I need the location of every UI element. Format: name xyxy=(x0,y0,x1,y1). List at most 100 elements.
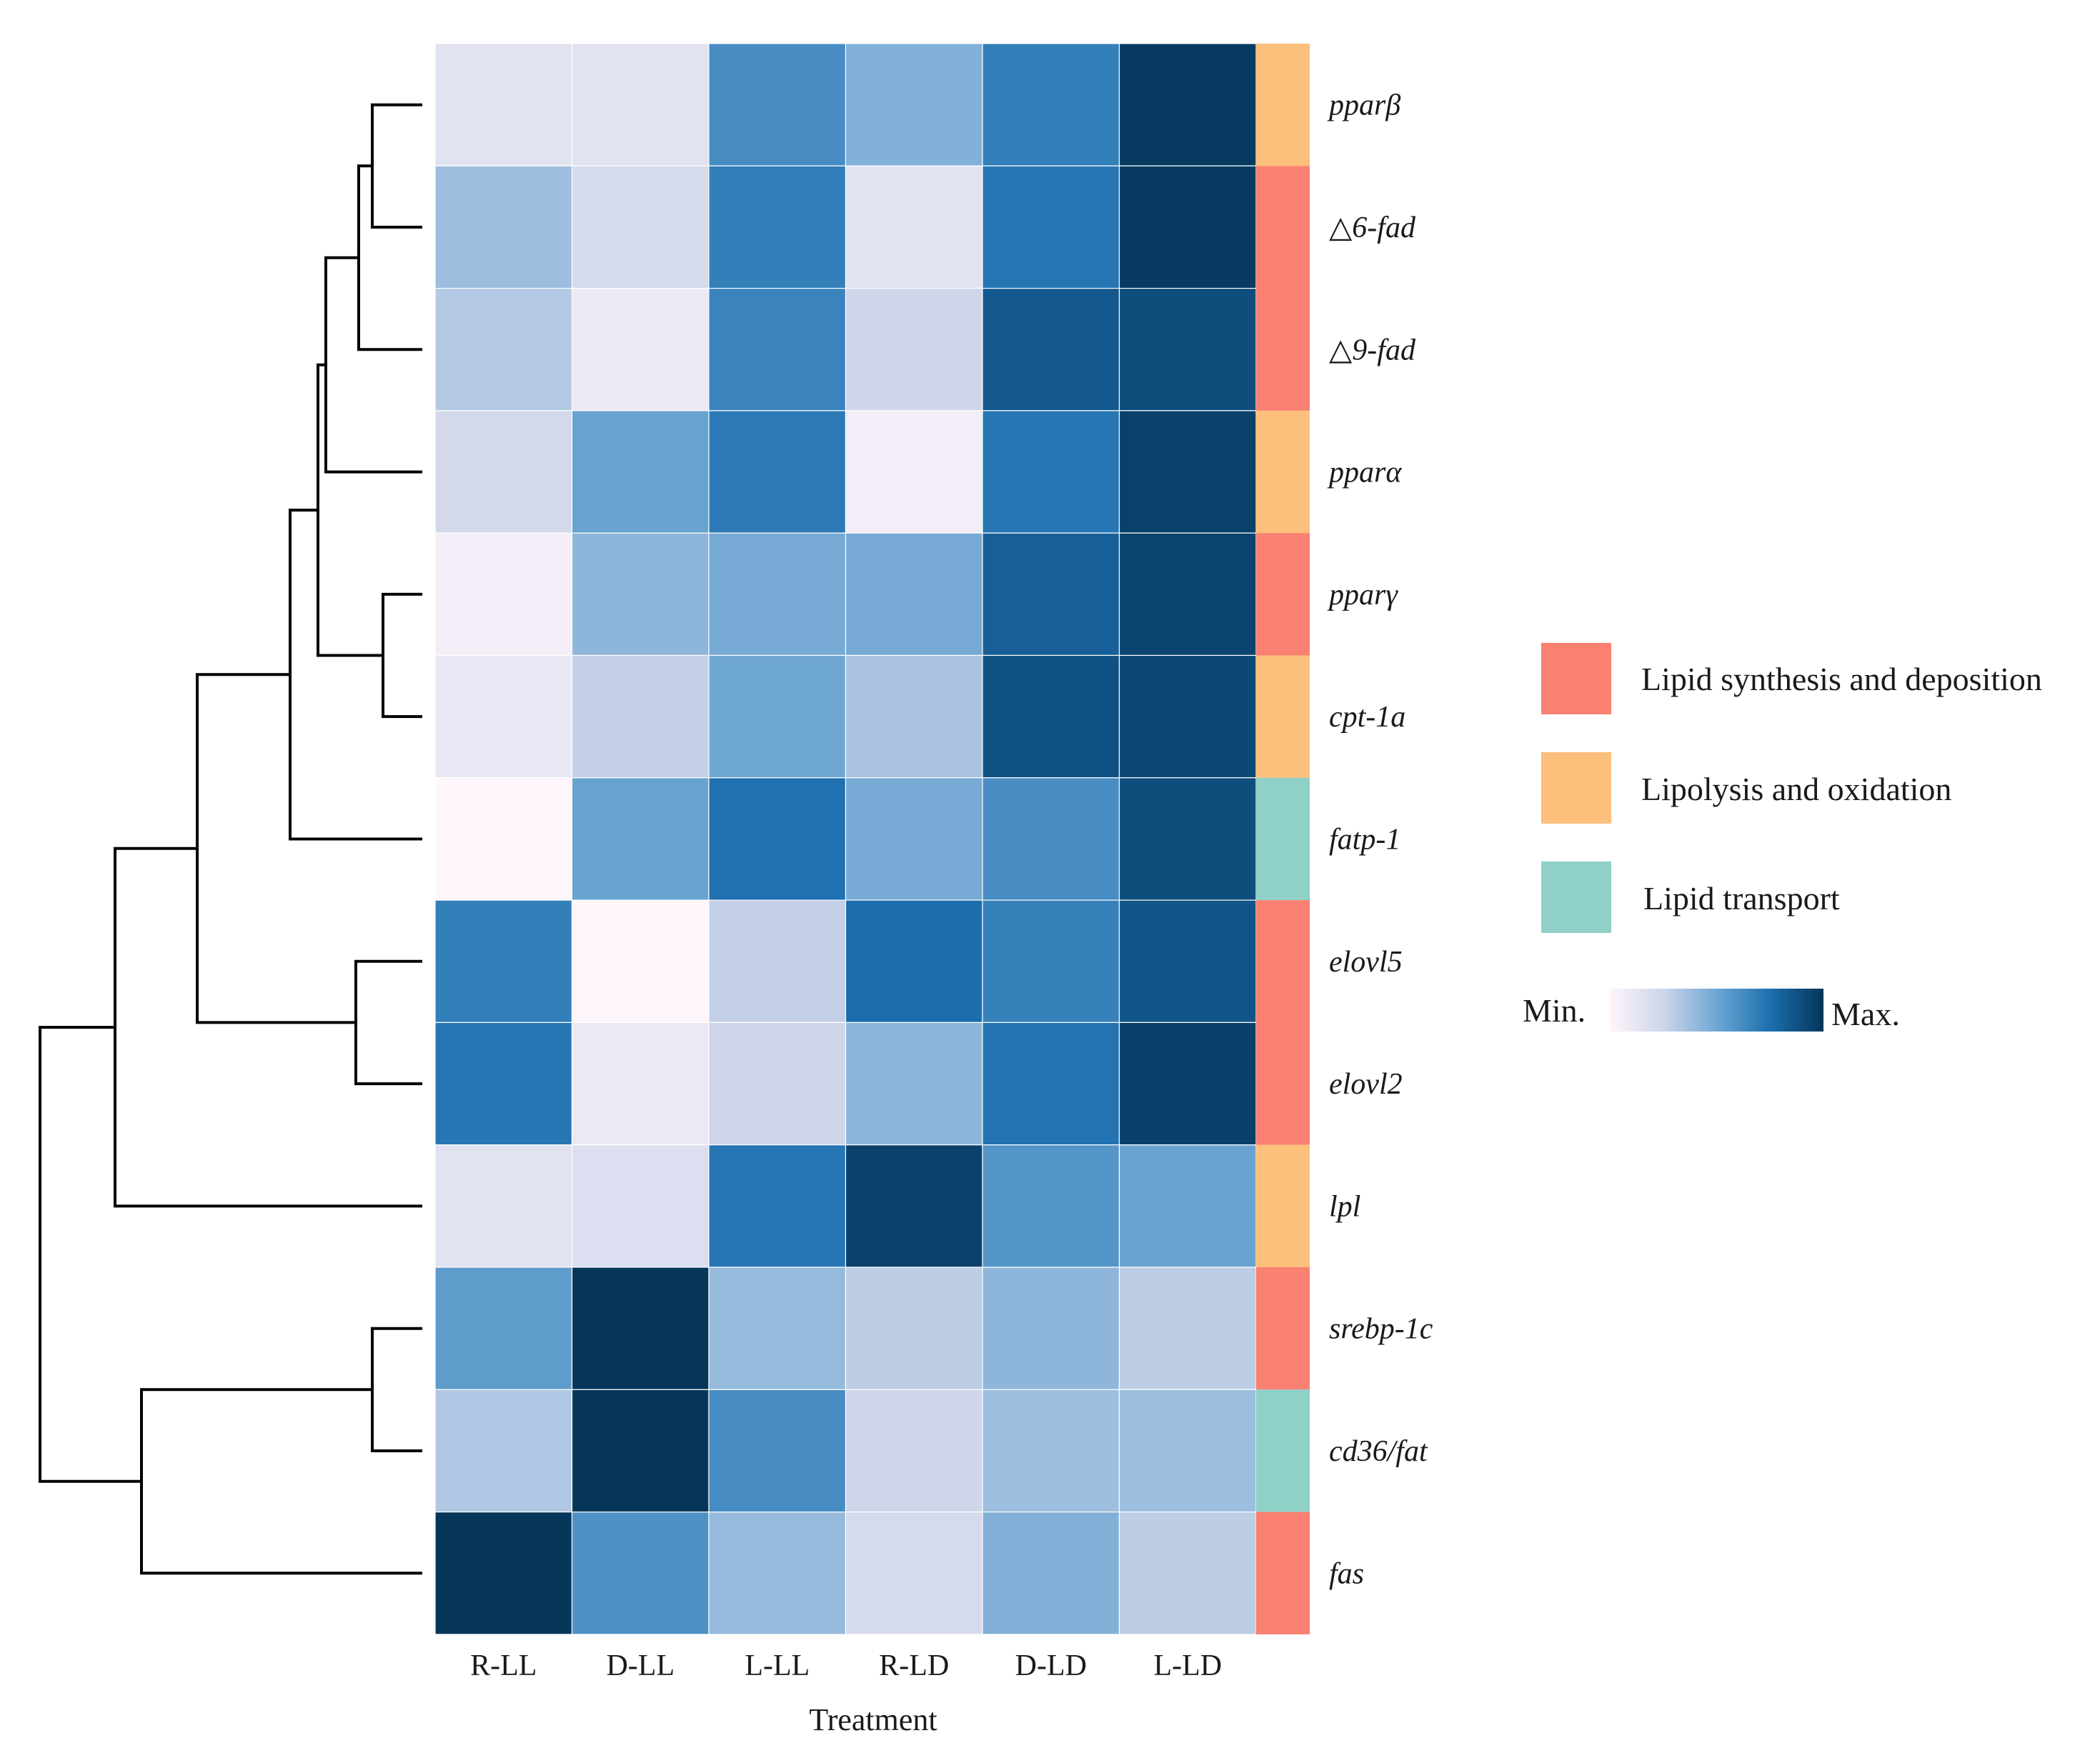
heatmap-cell xyxy=(708,899,847,1023)
heatmap-cell xyxy=(434,1389,573,1513)
heatmap-cell xyxy=(982,1022,1120,1146)
heatmap-cells xyxy=(434,43,1257,1635)
heatmap-cell xyxy=(571,1267,710,1390)
heatmap-cell xyxy=(434,165,573,289)
heatmap-cell xyxy=(1118,1022,1257,1146)
dendrogram-link xyxy=(140,1388,422,1575)
heatmap-cell xyxy=(982,288,1120,411)
heatmap-cell xyxy=(1118,1512,1257,1635)
gene-label: pparα xyxy=(1327,456,1402,489)
legend-swatch-lipolysis xyxy=(1541,752,1611,824)
x-axis-title: Treatment xyxy=(809,1702,937,1737)
category-annotation-cell xyxy=(1256,777,1310,901)
heatmap-cell xyxy=(434,899,573,1023)
gene-label: △6-fad xyxy=(1329,211,1416,244)
heatmap-cell xyxy=(708,1267,847,1390)
category-annotation-cell xyxy=(1256,1022,1310,1145)
heatmap-cell xyxy=(982,1512,1120,1635)
gene-label: △9-fad xyxy=(1329,334,1416,366)
colorbar-min-label: Min. xyxy=(1523,992,1586,1029)
heatmap-cell xyxy=(571,1389,710,1513)
dendrogram-link xyxy=(114,846,422,1208)
heatmap-cell xyxy=(434,410,573,534)
heatmap-cell xyxy=(982,899,1120,1023)
heatmap-cell xyxy=(1118,899,1257,1023)
heatmap-cell xyxy=(1118,1267,1257,1390)
category-legend: Lipid synthesis and deposition Lipolysis… xyxy=(1541,643,2042,933)
category-annotation-cell xyxy=(1256,410,1310,534)
category-annotation-cell xyxy=(1256,44,1310,166)
gene-label: fatp-1 xyxy=(1329,824,1400,856)
legend-label-transport: Lipid transport xyxy=(1643,880,1840,917)
category-annotation-cell xyxy=(1256,1389,1310,1512)
heatmap-cell xyxy=(708,1389,847,1513)
treatment-label: L-LD xyxy=(1153,1649,1222,1682)
heatmap-cell xyxy=(845,288,983,411)
category-annotation-cell xyxy=(1256,533,1310,656)
heatmap-cell xyxy=(845,1267,983,1390)
category-annotation-cell xyxy=(1256,1144,1310,1267)
heatmap-cell xyxy=(1118,1144,1257,1268)
heatmap-cell xyxy=(434,1512,573,1635)
heatmap-cell xyxy=(982,654,1120,779)
category-annotation-bar xyxy=(1256,44,1310,1634)
heatmap-cell xyxy=(708,532,847,656)
heatmap-cell xyxy=(845,1144,983,1268)
row-dendrogram xyxy=(39,103,422,1575)
dendrogram-link xyxy=(39,1026,141,1483)
treatment-labels: R-LL D-LL L-LL R-LD D-LD L-LD xyxy=(470,1649,1222,1682)
treatment-label: D-LL xyxy=(606,1649,675,1682)
heatmap-cell xyxy=(708,777,847,901)
heatmap-cell xyxy=(845,777,983,901)
gene-label: pparγ xyxy=(1327,579,1398,611)
gene-label: elovl5 xyxy=(1329,946,1403,979)
gene-label: lpl xyxy=(1329,1190,1360,1223)
category-annotation-cell xyxy=(1256,288,1310,411)
heatmap-cell xyxy=(982,532,1120,656)
heatmap-cell xyxy=(571,654,710,779)
heatmap-cell xyxy=(1118,532,1257,656)
heatmap-cell xyxy=(571,899,710,1023)
treatment-label: D-LD xyxy=(1015,1649,1087,1682)
heatmap-cell xyxy=(434,1144,573,1268)
heatmap-cell xyxy=(571,1512,710,1635)
category-annotation-cell xyxy=(1256,1512,1310,1634)
heatmap-cell xyxy=(571,1022,710,1146)
heatmap-cell xyxy=(845,1389,983,1513)
heatmap-cell xyxy=(434,777,573,901)
heatmap-cell xyxy=(571,1144,710,1268)
heatmap-cell xyxy=(708,1512,847,1635)
heatmap-cell xyxy=(845,410,983,534)
gene-label: srebp-1c xyxy=(1329,1313,1433,1346)
heatmap-cell xyxy=(571,288,710,411)
heatmap-cell xyxy=(845,532,983,656)
gene-label: pparβ xyxy=(1327,89,1400,122)
category-annotation-cell xyxy=(1256,655,1310,778)
gene-label: fas xyxy=(1329,1557,1364,1590)
colorbar-gradient xyxy=(1609,989,1823,1032)
legend-swatch-transport xyxy=(1541,861,1611,933)
heatmap-cell xyxy=(982,1267,1120,1390)
heatmap-cell xyxy=(434,43,573,166)
gene-labels: pparβ △6-fad △9-fad pparα pparγ cpt-1a fatp-1 e… xyxy=(1327,89,1433,1591)
dendrogram-link xyxy=(382,592,422,719)
heatmap-cell xyxy=(571,165,710,289)
heatmap-cell xyxy=(708,1144,847,1268)
dendrogram-link xyxy=(371,103,422,229)
treatment-label: R-LD xyxy=(879,1649,949,1682)
heatmap-cell xyxy=(708,1022,847,1146)
heatmap-cell xyxy=(434,654,573,779)
dendrogram-link xyxy=(371,1327,422,1452)
heatmap-cell xyxy=(1118,1389,1257,1513)
heatmap-cell xyxy=(845,165,983,289)
heatmap-cell xyxy=(982,165,1120,289)
heatmap-cell xyxy=(1118,43,1257,166)
heatmap-cell xyxy=(434,1267,573,1390)
heatmap-cell xyxy=(571,43,710,166)
heatmap-cell xyxy=(982,1389,1120,1513)
heatmap-cell xyxy=(434,532,573,656)
heatmap-cell xyxy=(845,654,983,779)
heatmap-cell xyxy=(845,1022,983,1146)
heatmap-cell xyxy=(708,165,847,289)
